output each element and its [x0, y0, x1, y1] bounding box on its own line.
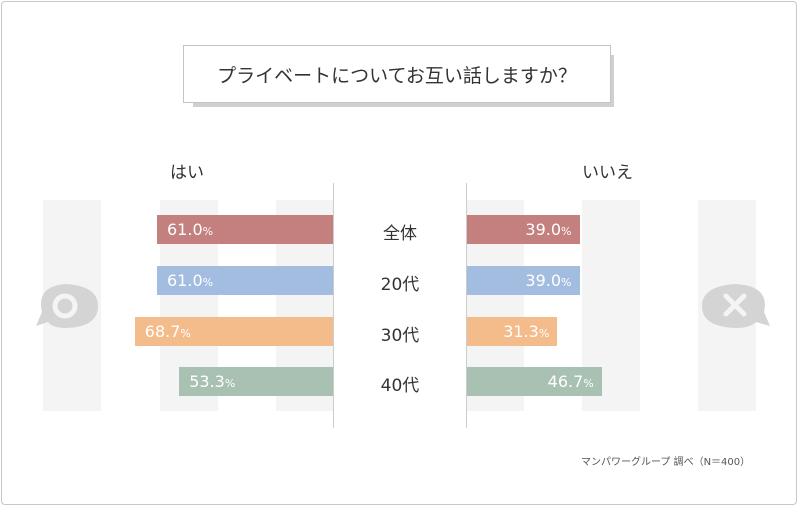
bar-value-label: 31.3% — [503, 322, 550, 341]
bar-no: 46.7% — [467, 367, 602, 396]
bar-value-label: 68.7% — [144, 322, 191, 341]
bar-value-label: 39.0% — [525, 271, 572, 290]
category-label: 20代 — [380, 275, 420, 295]
bar-no: 31.3% — [467, 317, 558, 346]
bar-yes: 61.0% — [157, 266, 333, 295]
chart-title: プライベートについてお互い話しますか？ — [183, 45, 611, 103]
bar-value-label: 61.0% — [167, 220, 214, 239]
bar-value-label: 46.7% — [547, 372, 594, 391]
legend-yes: はい — [170, 163, 204, 183]
axis-left — [333, 183, 334, 428]
bar-no: 39.0% — [467, 215, 580, 244]
bar-value-label: 53.3% — [189, 372, 236, 391]
category-label: 全体 — [383, 224, 417, 244]
circle-speech-bubble-icon — [36, 284, 98, 328]
source-note: マンパワーグループ 調べ（N＝400） — [581, 457, 751, 468]
bar-yes: 53.3% — [179, 367, 333, 396]
bar-value-label: 39.0% — [525, 220, 572, 239]
bar-no: 39.0% — [467, 266, 580, 295]
legend-no: いいえ — [582, 163, 633, 183]
bar-yes: 61.0% — [157, 215, 333, 244]
category-label: 30代 — [380, 326, 420, 346]
axis-right — [466, 183, 467, 428]
bar-yes: 68.7% — [134, 317, 333, 346]
bar-value-label: 61.0% — [167, 271, 214, 290]
cross-speech-bubble-icon — [702, 284, 770, 328]
category-label: 40代 — [380, 376, 420, 396]
